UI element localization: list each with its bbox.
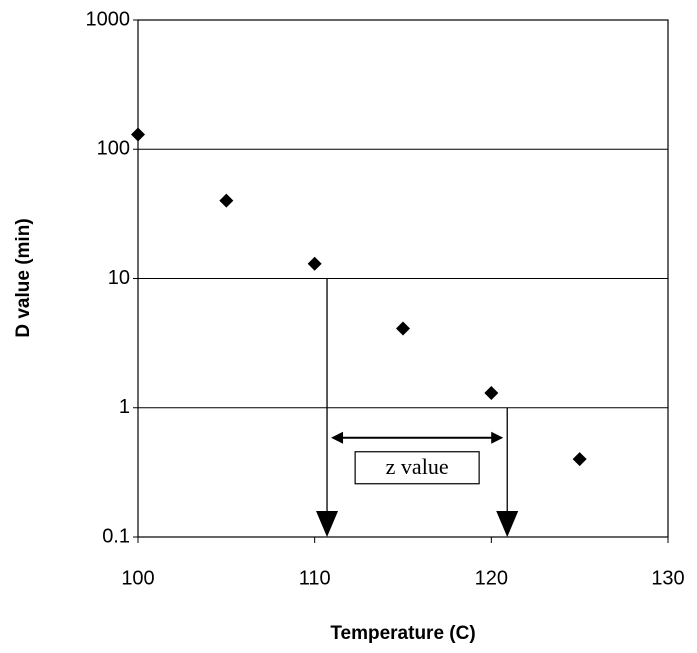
y-tick-label: 0.1 (102, 525, 130, 547)
arrow-head (316, 511, 339, 537)
note-box (354, 451, 480, 485)
x-axis-title: Temperature (C) (330, 623, 475, 644)
y-axis-title: D value (min) (13, 218, 34, 337)
x-tick-label: 100 (121, 567, 154, 589)
y-tick-label: 1 (119, 396, 130, 418)
y-tick-label: 1000 (86, 8, 131, 30)
y-tick-label: 100 (97, 138, 130, 160)
annotation: z value (386, 454, 449, 479)
x-tick-label: 110 (299, 567, 331, 589)
data-point (396, 321, 410, 336)
y-tick-label: 10 (108, 267, 130, 289)
arrow-head (496, 511, 519, 537)
data-point (484, 386, 499, 401)
data-point (307, 256, 322, 271)
data-point (572, 452, 587, 467)
plot-frame (137, 19, 669, 538)
arrow-head (331, 431, 344, 444)
data-point (131, 127, 145, 142)
x-tick-label: 120 (475, 567, 508, 589)
arrow-head (491, 431, 504, 444)
data-point (219, 193, 234, 208)
x-tick-label: 130 (651, 567, 684, 589)
